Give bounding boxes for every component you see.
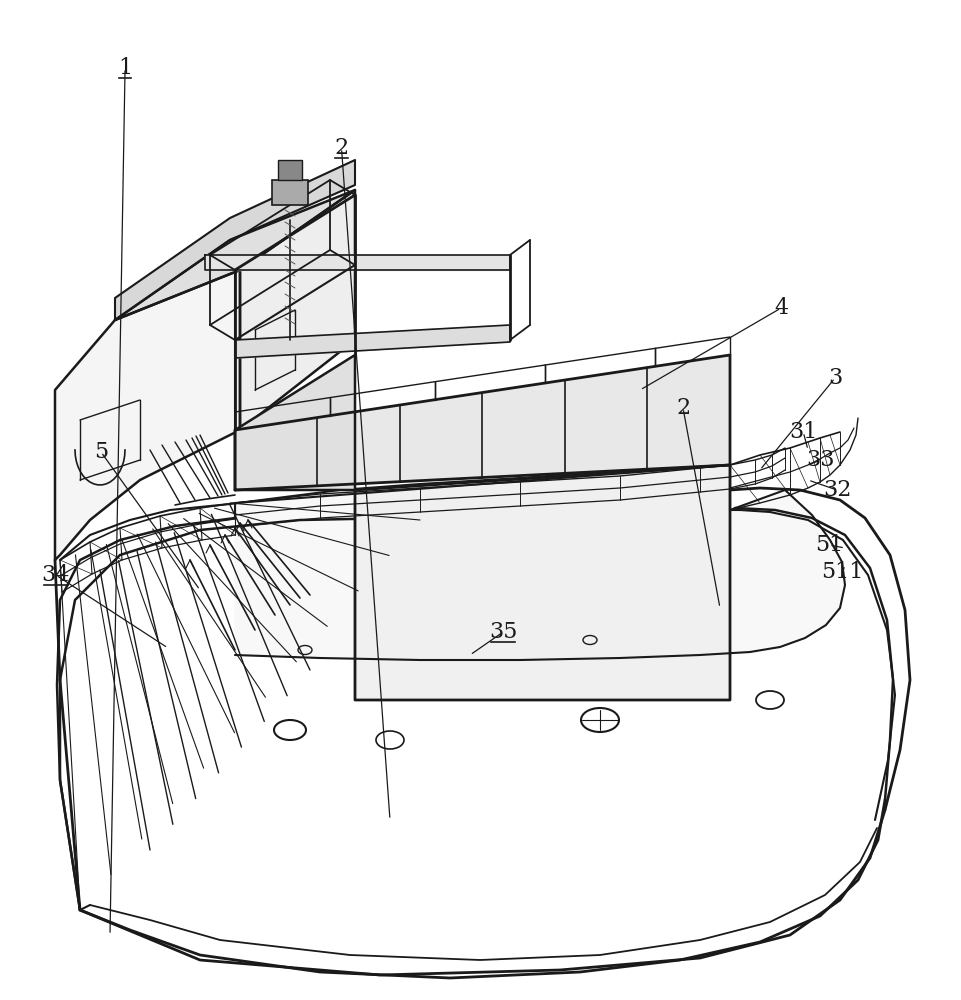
- Bar: [278, 160, 302, 180]
- Text: 51: 51: [814, 534, 843, 556]
- Text: 4: 4: [774, 297, 787, 319]
- Polygon shape: [205, 255, 509, 270]
- Text: 2: 2: [334, 137, 348, 159]
- Text: 511: 511: [821, 561, 863, 583]
- Polygon shape: [234, 355, 729, 490]
- Bar: [272, 180, 308, 205]
- Text: 5: 5: [94, 441, 108, 463]
- Polygon shape: [115, 160, 355, 320]
- Polygon shape: [234, 355, 355, 490]
- Text: 1: 1: [118, 57, 132, 79]
- Polygon shape: [355, 465, 729, 700]
- Text: 32: 32: [822, 479, 850, 501]
- Polygon shape: [234, 465, 844, 660]
- Text: 34: 34: [41, 564, 70, 586]
- Polygon shape: [55, 270, 239, 560]
- Polygon shape: [234, 325, 509, 358]
- Polygon shape: [115, 190, 355, 320]
- Text: 3: 3: [827, 367, 841, 389]
- Text: 35: 35: [488, 621, 517, 643]
- Text: 33: 33: [805, 449, 834, 471]
- Text: 31: 31: [788, 421, 817, 443]
- Polygon shape: [239, 190, 355, 430]
- Text: 2: 2: [676, 397, 689, 419]
